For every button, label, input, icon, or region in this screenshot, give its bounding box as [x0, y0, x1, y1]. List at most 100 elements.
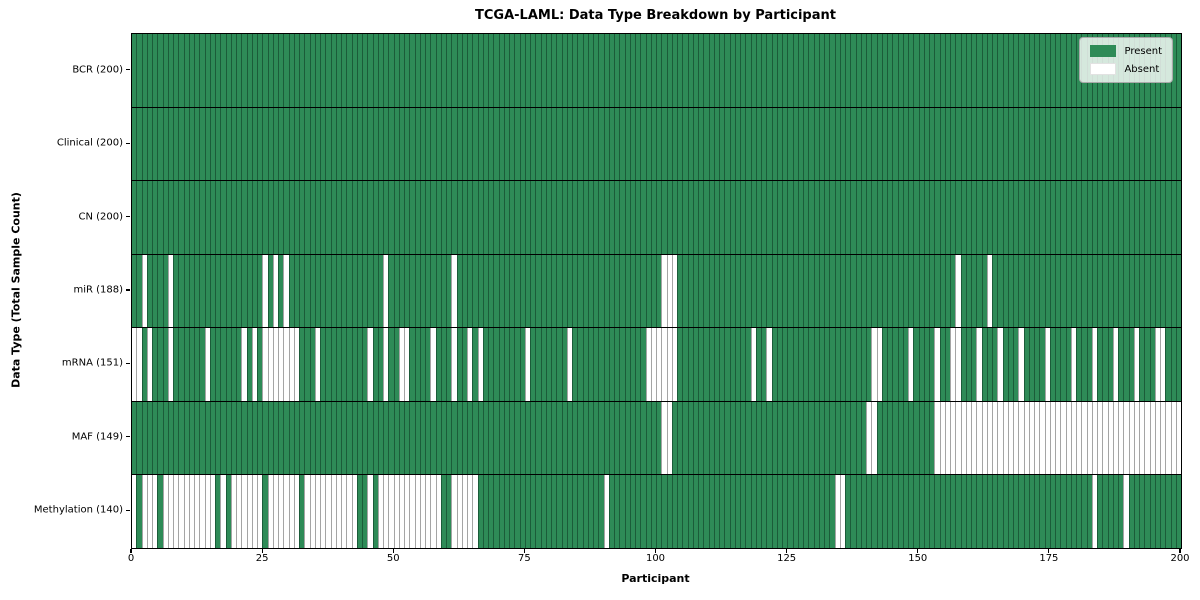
present-cell	[204, 107, 210, 181]
present-cell	[797, 254, 803, 328]
absent-cell	[671, 328, 677, 401]
present-cell	[535, 181, 541, 254]
absent-cell	[839, 475, 845, 549]
present-cell	[834, 34, 840, 107]
present-cell	[215, 181, 221, 254]
present-cell	[293, 107, 299, 181]
present-cell	[587, 328, 593, 401]
present-cell	[514, 107, 520, 181]
present-cell	[923, 181, 929, 254]
present-cell	[435, 328, 441, 401]
present-cell	[335, 34, 341, 107]
present-cell	[656, 401, 662, 475]
present-cell	[1154, 254, 1160, 328]
absent-cell	[467, 475, 473, 549]
present-cell	[1091, 107, 1097, 181]
present-cell	[818, 328, 824, 401]
present-cell	[892, 34, 898, 107]
present-cell	[309, 254, 315, 328]
present-cell	[456, 328, 462, 401]
absent-cell	[132, 475, 137, 549]
present-cell	[514, 34, 520, 107]
present-cell	[178, 34, 184, 107]
present-cell	[220, 34, 226, 107]
present-cell	[724, 107, 730, 181]
present-cell	[866, 475, 872, 549]
absent-cell	[950, 401, 956, 475]
present-cell	[892, 254, 898, 328]
present-cell	[986, 34, 992, 107]
absent-cell	[293, 475, 299, 549]
present-cell	[902, 328, 908, 401]
present-cell	[136, 34, 142, 107]
present-cell	[771, 328, 777, 401]
x-tick-mark	[392, 549, 394, 553]
present-cell	[624, 254, 630, 328]
present-cell	[461, 34, 467, 107]
present-cell	[635, 34, 641, 107]
present-cell	[577, 181, 583, 254]
absent-cell	[1028, 401, 1034, 475]
present-cell	[997, 254, 1003, 328]
present-cell	[535, 401, 541, 475]
present-cell	[162, 328, 168, 401]
present-cell	[698, 34, 704, 107]
present-cell	[866, 181, 872, 254]
present-cell	[393, 254, 399, 328]
absent-cell	[288, 475, 294, 549]
present-cell	[771, 181, 777, 254]
absent-cell	[409, 475, 415, 549]
present-cell	[950, 107, 956, 181]
present-cell	[850, 475, 856, 549]
present-cell	[766, 401, 772, 475]
present-cell	[572, 107, 578, 181]
present-cell	[136, 475, 142, 549]
absent-cell	[1002, 401, 1008, 475]
absent-cell	[251, 475, 257, 549]
present-cell	[640, 34, 646, 107]
present-cell	[388, 401, 394, 475]
legend-entry-present: Present	[1090, 45, 1162, 57]
present-cell	[582, 475, 588, 549]
present-cell	[183, 107, 189, 181]
present-cell	[561, 401, 567, 475]
present-cell	[1144, 181, 1150, 254]
present-cell	[194, 254, 200, 328]
absent-cell	[976, 328, 982, 401]
present-cell	[330, 34, 336, 107]
present-cell	[503, 254, 509, 328]
present-cell	[472, 34, 478, 107]
present-cell	[551, 107, 557, 181]
absent-cell	[330, 475, 336, 549]
absent-cell	[309, 475, 315, 549]
present-cell	[1144, 254, 1150, 328]
present-cell	[577, 34, 583, 107]
present-cell	[776, 254, 782, 328]
present-cell	[818, 401, 824, 475]
present-cell	[136, 254, 142, 328]
present-cell	[1039, 328, 1045, 401]
present-cell	[771, 401, 777, 475]
present-cell	[404, 254, 410, 328]
present-cell	[346, 34, 352, 107]
present-cell	[241, 107, 247, 181]
present-cell	[650, 401, 656, 475]
absent-cell	[1034, 401, 1040, 475]
present-cell	[503, 401, 509, 475]
present-cell	[199, 328, 205, 401]
present-cell	[535, 254, 541, 328]
present-cell	[530, 328, 536, 401]
present-cell	[519, 181, 525, 254]
present-cell	[141, 107, 147, 181]
present-cell	[1081, 328, 1087, 401]
present-cell	[1149, 181, 1155, 254]
present-cell	[608, 328, 614, 401]
present-cell	[855, 475, 861, 549]
present-cell	[551, 254, 557, 328]
absent-cell	[146, 328, 152, 401]
present-cell	[188, 328, 194, 401]
present-cell	[414, 107, 420, 181]
present-cell	[220, 328, 226, 401]
present-cell	[745, 181, 751, 254]
present-cell	[1165, 107, 1171, 181]
